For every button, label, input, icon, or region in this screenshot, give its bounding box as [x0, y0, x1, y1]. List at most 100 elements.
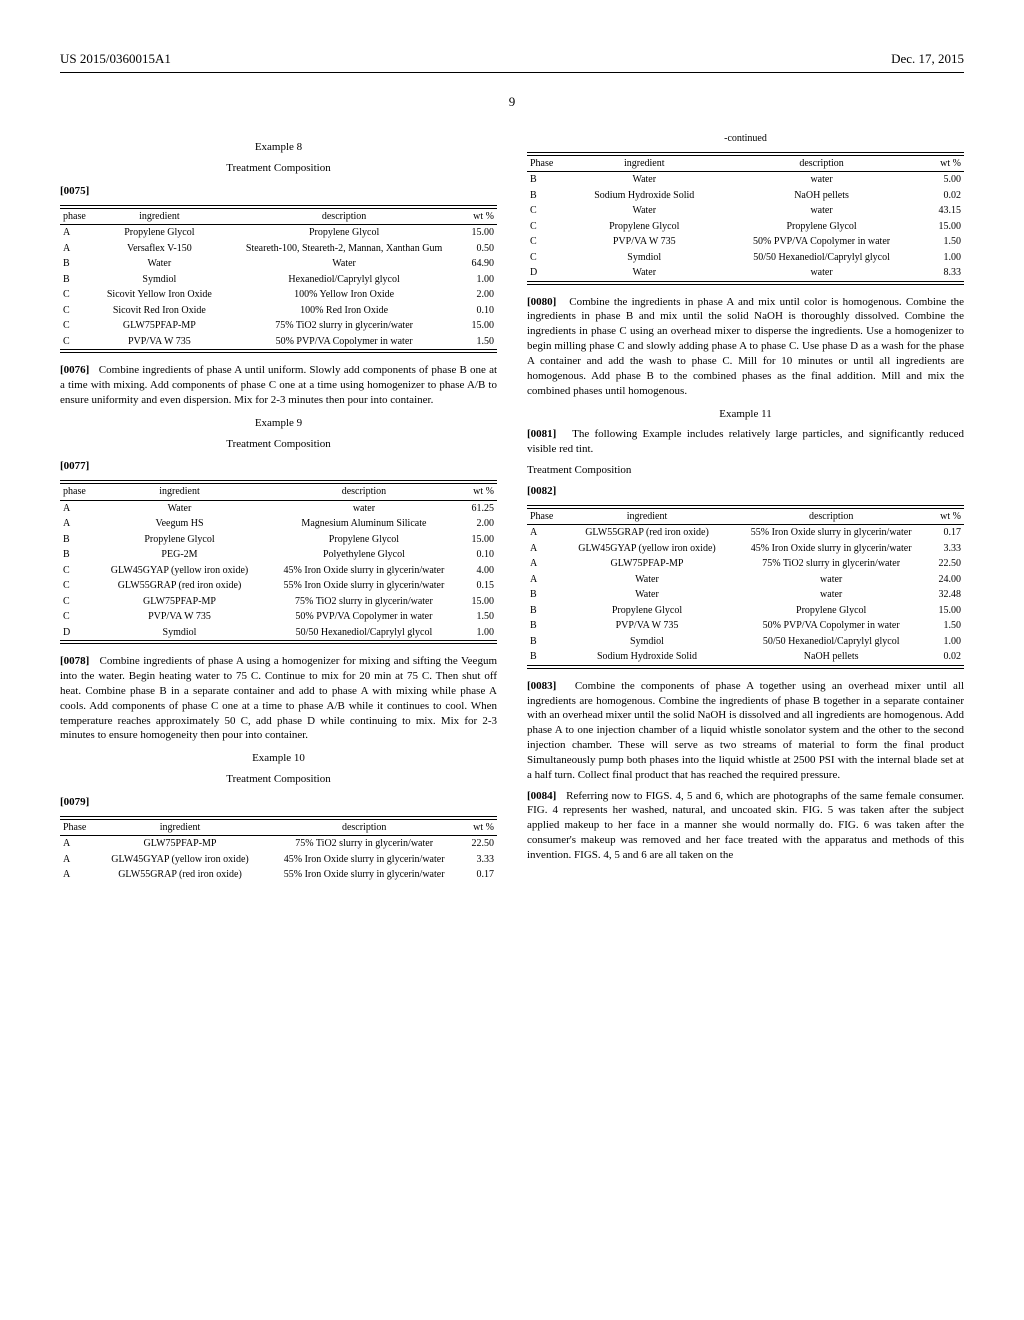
- table-cell: 75% TiO2 slurry in glycerin/water: [265, 836, 463, 852]
- table-row: AWaterwater61.25: [60, 500, 497, 516]
- para-0078-text: Combine ingredients of phase A using a h…: [60, 655, 497, 741]
- table-cell: B: [527, 649, 562, 665]
- para-0075: [0075]: [60, 184, 497, 199]
- example-8-sub: Treatment Composition: [60, 161, 497, 176]
- table-row: CGLW55GRAP (red iron oxide)55% Iron Oxid…: [60, 578, 497, 594]
- table-row: CGLW75PFAP-MP75% TiO2 slurry in glycerin…: [60, 318, 497, 334]
- table-cell: GLW75PFAP-MP: [95, 836, 265, 852]
- table-cell: A: [527, 525, 562, 541]
- para-0081-num: [0081]: [527, 428, 556, 440]
- table-cell: 0.10: [463, 547, 497, 563]
- table-cell: 45% Iron Oxide slurry in glycerin/water: [265, 852, 463, 868]
- table-cell: Propylene Glycol: [94, 225, 225, 241]
- example-10-continued-table: Phase ingredient description wt % BWater…: [527, 152, 964, 285]
- table-cell: Propylene Glycol: [94, 532, 265, 548]
- table-cell: 3.33: [463, 852, 497, 868]
- table-cell: 55% Iron Oxide slurry in glycerin/water: [265, 578, 463, 594]
- page-header: US 2015/0360015A1 Dec. 17, 2015: [60, 50, 964, 68]
- table-cell: C: [527, 234, 569, 250]
- col-wt: wt %: [930, 508, 964, 525]
- table-row: BPVP/VA W 73550% PVP/VA Copolymer in wat…: [527, 618, 964, 634]
- col-phase: phase: [60, 484, 94, 501]
- table-row: AVeegum HSMagnesium Aluminum Silicate2.0…: [60, 516, 497, 532]
- table-cell: 50/50 Hexanediol/Caprylyl glycol: [720, 250, 924, 266]
- para-0080-text: Combine the ingredients in phase A and m…: [527, 296, 964, 397]
- example-8-table: phase ingredient description wt % APropy…: [60, 205, 497, 354]
- table-cell: 1.50: [930, 618, 964, 634]
- table-cell: A: [527, 556, 562, 572]
- table-cell: 24.00: [930, 572, 964, 588]
- para-0077: [0077]: [60, 459, 497, 474]
- table-row: CSicovit Yellow Iron Oxide100% Yellow Ir…: [60, 287, 497, 303]
- table-cell: GLW55GRAP (red iron oxide): [95, 867, 265, 883]
- col-phase: Phase: [527, 155, 569, 172]
- table-cell: 43.15: [923, 203, 964, 219]
- table-cell: 75% TiO2 slurry in glycerin/water: [732, 556, 930, 572]
- table-cell: A: [60, 500, 94, 516]
- table-cell: Propylene Glycol: [569, 219, 720, 235]
- table-cell: water: [732, 587, 930, 603]
- table-cell: NaOH pellets: [732, 649, 930, 665]
- table-header: Phase ingredient description wt %: [527, 155, 964, 172]
- table-cell: 15.00: [463, 225, 497, 241]
- para-0076: [0076] Combine ingredients of phase A un…: [60, 363, 497, 408]
- table-cell: B: [527, 603, 562, 619]
- table-row: AWaterwater24.00: [527, 572, 964, 588]
- table-cell: Water: [569, 265, 720, 281]
- page-number: 9: [60, 93, 964, 111]
- table-cell: 55% Iron Oxide slurry in glycerin/water: [732, 525, 930, 541]
- table-cell: 0.17: [463, 867, 497, 883]
- table-cell: C: [60, 563, 94, 579]
- para-0084-text: Referring now to FIGS. 4, 5 and 6, which…: [527, 790, 964, 861]
- continued-label: -continued: [527, 132, 964, 146]
- table-cell: C: [60, 334, 94, 350]
- example-10-table: Phase ingredient description wt % AGLW75…: [60, 816, 497, 883]
- table-cell: PEG-2M: [94, 547, 265, 563]
- para-0079: [0079]: [60, 795, 497, 810]
- table-row: BSymdiolHexanediol/Caprylyl glycol1.00: [60, 272, 497, 288]
- table-cell: Veegum HS: [94, 516, 265, 532]
- table-cell: Water: [562, 587, 732, 603]
- table-cell: C: [60, 287, 94, 303]
- table-row: BWaterWater64.90: [60, 256, 497, 272]
- table-cell: GLW55GRAP (red iron oxide): [94, 578, 265, 594]
- table-row: DWaterwater8.33: [527, 265, 964, 281]
- table-row: AGLW55GRAP (red iron oxide)55% Iron Oxid…: [60, 867, 497, 883]
- table-row: AGLW75PFAP-MP75% TiO2 slurry in glycerin…: [527, 556, 964, 572]
- col-description: description: [720, 155, 924, 172]
- table-header: phase ingredient description wt %: [60, 208, 497, 225]
- table-cell: Water: [225, 256, 464, 272]
- table-cell: 64.90: [463, 256, 497, 272]
- table-cell: 50/50 Hexanediol/Caprylyl glycol: [732, 634, 930, 650]
- col-ingredient: ingredient: [94, 484, 265, 501]
- table-row: CPropylene GlycolPropylene Glycol15.00: [527, 219, 964, 235]
- col-description: description: [225, 208, 464, 225]
- table-cell: PVP/VA W 735: [569, 234, 720, 250]
- table-row: AGLW45GYAP (yellow iron oxide)45% Iron O…: [527, 541, 964, 557]
- table-cell: 50% PVP/VA Copolymer in water: [225, 334, 464, 350]
- table-row: AVersaflex V-150Steareth-100, Steareth-2…: [60, 241, 497, 257]
- table-cell: 22.50: [930, 556, 964, 572]
- para-0076-num: [0076]: [60, 364, 89, 376]
- table-cell: B: [60, 547, 94, 563]
- table-cell: 50% PVP/VA Copolymer in water: [720, 234, 924, 250]
- table-cell: GLW45GYAP (yellow iron oxide): [562, 541, 732, 557]
- table-cell: C: [60, 303, 94, 319]
- para-0082: [0082]: [527, 484, 964, 499]
- table-cell: C: [527, 203, 569, 219]
- table-cell: A: [60, 852, 95, 868]
- table-cell: 1.00: [923, 250, 964, 266]
- table-cell: GLW45GYAP (yellow iron oxide): [94, 563, 265, 579]
- table-cell: 61.25: [463, 500, 497, 516]
- table-cell: A: [527, 572, 562, 588]
- table-row: BPropylene GlycolPropylene Glycol15.00: [527, 603, 964, 619]
- table-cell: 0.02: [930, 649, 964, 665]
- right-column: -continued Phase ingredient description …: [527, 132, 964, 893]
- table-cell: B: [60, 532, 94, 548]
- table-cell: C: [60, 594, 94, 610]
- table-cell: A: [60, 225, 94, 241]
- col-ingredient: ingredient: [95, 819, 265, 836]
- table-cell: water: [265, 500, 463, 516]
- table-cell: Propylene Glycol: [720, 219, 924, 235]
- table-cell: 1.00: [930, 634, 964, 650]
